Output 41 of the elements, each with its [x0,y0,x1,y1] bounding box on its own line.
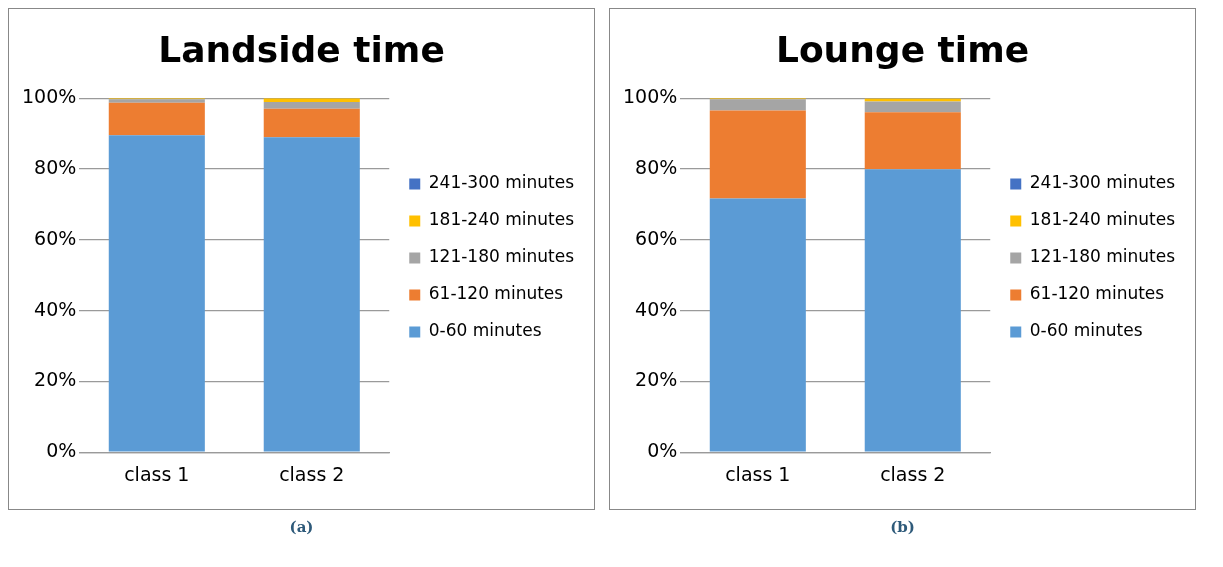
y-tick-label: 20% [34,368,77,391]
bar [864,112,961,170]
legend-label: 61-120 minutes [428,283,564,304]
x-tick-label: class 2 [279,462,345,485]
y-tick-label: 60% [34,226,77,249]
bar [108,135,205,452]
text: (a) [289,518,314,536]
y-tick-label: 80% [34,155,77,178]
y-tick-label: 40% [635,297,678,320]
y-tick-label: 60% [635,226,678,249]
bar [864,169,961,452]
legend-label: 0-60 minutes [428,320,542,341]
y-tick-label: 20% [635,368,678,391]
legend-label: 121-180 minutes [428,246,575,267]
bar [709,198,806,452]
y-tick-label: 100% [21,85,77,108]
bar [709,110,806,199]
chart-title: Landside time [158,28,445,70]
legend-label: 0-60 minutes [1029,320,1143,341]
legend-label: 241-300 minutes [1029,172,1176,193]
bar [263,102,360,109]
legend-label: 121-180 minutes [1029,246,1176,267]
text: (b) [890,518,915,536]
bar [263,137,360,452]
y-tick-label: 100% [622,85,678,108]
legend-label: 61-120 minutes [1029,283,1165,304]
x-tick-label: class 2 [880,462,946,485]
bar [709,99,806,111]
legend-label: 181-240 minutes [1029,209,1176,230]
bar [108,102,205,136]
y-tick-label: 0% [647,439,678,462]
x-tick-label: class 1 [725,462,791,485]
y-tick-label: 80% [635,155,678,178]
chart-title: Lounge time [775,28,1030,70]
y-tick-label: 0% [46,439,77,462]
bar [263,108,360,138]
legend-label: 181-240 minutes [428,209,575,230]
x-tick-label: class 1 [124,462,190,485]
legend-label: 241-300 minutes [428,172,575,193]
y-tick-label: 40% [34,297,77,320]
bar [864,101,961,113]
